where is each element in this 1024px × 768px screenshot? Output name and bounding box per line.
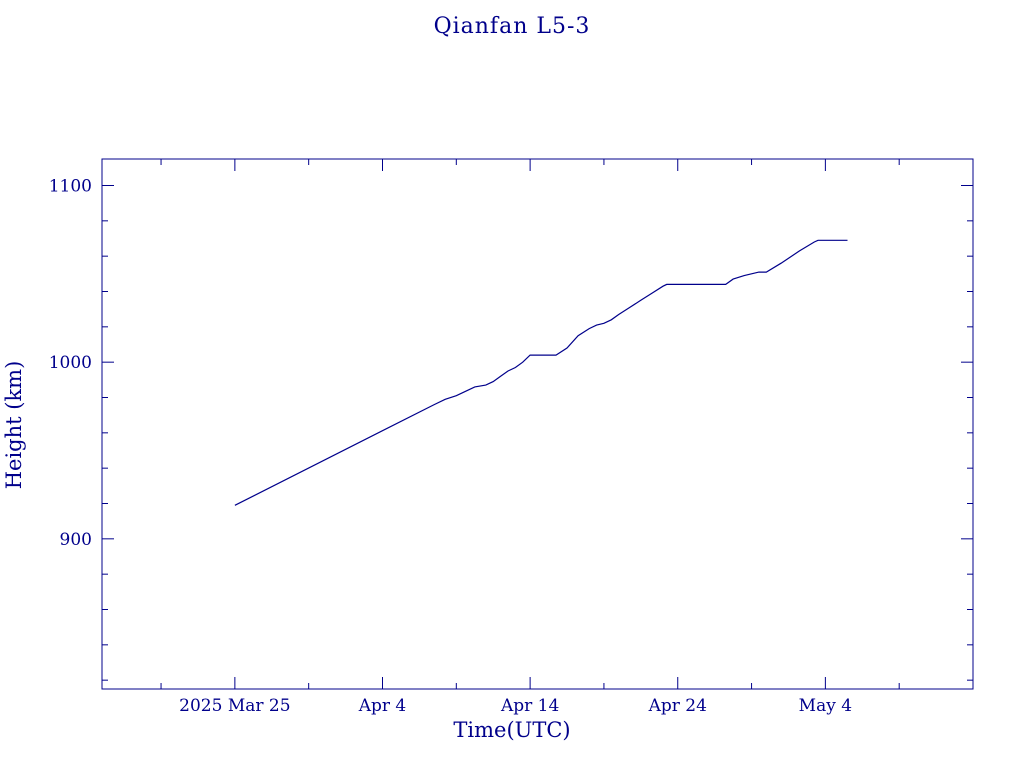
y-axis-label: Height (km)	[2, 360, 26, 490]
y-tick-label: 900	[60, 530, 92, 550]
x-axis-label: Time(UTC)	[453, 718, 571, 742]
x-tick-label: Apr 24	[648, 696, 707, 716]
height-series-line	[234, 239, 848, 506]
y-tick-label: 1100	[49, 177, 92, 197]
x-tick-label: Apr 14	[500, 696, 559, 716]
x-tick-label: 2025 Mar 25	[179, 696, 290, 716]
chart-title: Qianfan L5-3	[433, 14, 591, 39]
plot-frame	[101, 158, 974, 690]
y-tick-label: 1000	[49, 353, 92, 373]
x-tick-label: May 4	[799, 696, 852, 716]
x-tick-label: Apr 4	[358, 696, 407, 716]
